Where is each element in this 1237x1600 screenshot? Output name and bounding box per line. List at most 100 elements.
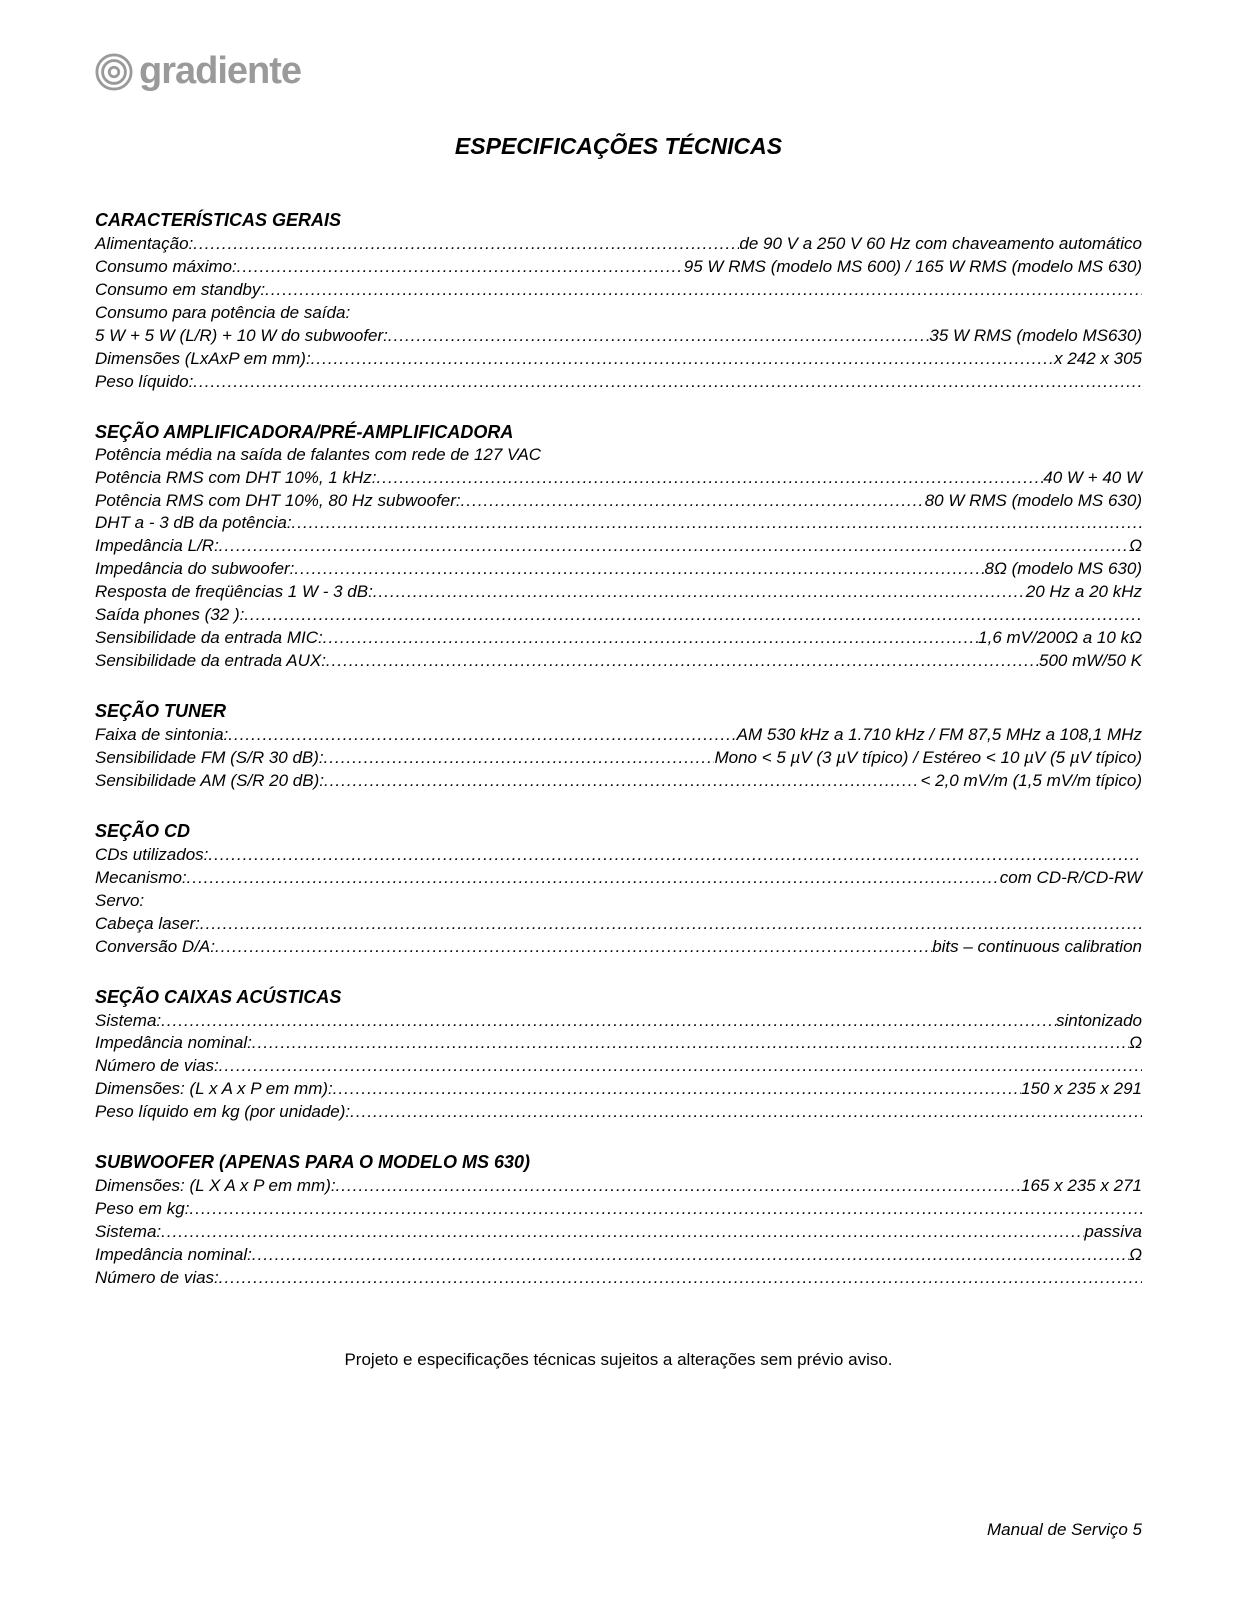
spec-leader-dots (208, 844, 1142, 867)
spec-leader-dots (219, 1055, 1142, 1078)
spec-row: Dimensões: (L x A x P em mm): 150 x 235 … (95, 1078, 1142, 1101)
spec-value: x 242 x 305 (1054, 348, 1142, 371)
spec-value: 8Ω (modelo MS 630) (985, 558, 1143, 581)
spec-label: Faixa de sintonia: (95, 724, 228, 747)
spec-label: Alimentação: (95, 233, 193, 256)
spec-row: Impedância nominal: Ω (95, 1032, 1142, 1055)
gradiente-logo-icon (95, 53, 133, 91)
spec-value: com CD-R/CD-RW (1000, 867, 1142, 890)
spec-row: Consumo para potência de saída: (95, 302, 1142, 325)
spec-label: Dimensões (LxAxP em mm): (95, 348, 311, 371)
spec-label: DHT a - 3 dB da potência: (95, 512, 292, 535)
spec-leader-dots (373, 581, 1026, 604)
spec-label: Consumo para potência de saída: (95, 302, 350, 325)
section-heading: SUBWOOFER (APENAS PARA O MODELO MS 630) (95, 1152, 1142, 1173)
spec-label: Sensibilidade FM (S/R 30 dB): (95, 747, 324, 770)
spec-leader-dots (324, 770, 920, 793)
spec-row: Resposta de freqüências 1 W - 3 dB:20 Hz… (95, 581, 1142, 604)
spec-value: de 90 V a 250 V 60 Hz com chaveamento au… (739, 233, 1142, 256)
spec-row: Potência RMS com DHT 10%, 1 kHz: 40 W + … (95, 467, 1142, 490)
spec-row: Sensibilidade da entrada AUX: 500 mW/50 … (95, 650, 1142, 673)
spec-leader-dots (461, 490, 925, 513)
spec-value: 35 W RMS (modelo MS630) (929, 325, 1142, 348)
spec-leader-dots (292, 512, 1142, 535)
spec-leader-dots (388, 325, 930, 348)
spec-row: Sensibilidade AM (S/R 20 dB): < 2,0 mV/m… (95, 770, 1142, 793)
section-heading: SEÇÃO CAIXAS ACÚSTICAS (95, 987, 1142, 1008)
spec-row: Mecanismo: com CD-R/CD-RW (95, 867, 1142, 890)
spec-label: 5 W + 5 W (L/R) + 10 W do subwoofer: (95, 325, 388, 348)
spec-value: Ω (1129, 535, 1142, 558)
spec-row: Peso em kg: (95, 1198, 1142, 1221)
spec-row: Cabeça laser: (95, 913, 1142, 936)
spec-value: passiva (1084, 1221, 1142, 1244)
spec-row: Número de vias: (95, 1267, 1142, 1290)
spec-leader-dots (193, 233, 739, 256)
spec-label: Resposta de freqüências 1 W - 3 dB: (95, 581, 373, 604)
spec-row: Servo: (95, 890, 1142, 913)
spec-row: Consumo máximo:95 W RMS (modelo MS 600) … (95, 256, 1142, 279)
spec-label: Impedância do subwoofer: (95, 558, 294, 581)
spec-leader-dots (161, 1010, 1056, 1033)
spec-label: Sensibilidade da entrada AUX: (95, 650, 326, 673)
spec-leader-dots (219, 535, 1129, 558)
spec-row: Impedância nominal: Ω (95, 1244, 1142, 1267)
spec-leader-dots (190, 1198, 1143, 1221)
spec-row: Saída phones (32 ): (95, 604, 1142, 627)
spec-label: Dimensões: (L X A x P em mm): (95, 1175, 336, 1198)
spec-row: Potência RMS com DHT 10%, 80 Hz subwoofe… (95, 490, 1142, 513)
spec-row: Impedância do subwoofer: 8Ω (modelo MS 63… (95, 558, 1142, 581)
spec-row: Faixa de sintonia: AM 530 kHz a 1.710 kH… (95, 724, 1142, 747)
spec-row: Número de vias: (95, 1055, 1142, 1078)
spec-leader-dots (326, 650, 1039, 673)
spec-row: Sistema: passiva (95, 1221, 1142, 1244)
section-subheading: Potência média na saída de falantes com … (95, 445, 1142, 465)
spec-section: CARACTERÍSTICAS GERAISAlimentação: de 90 … (95, 210, 1142, 394)
section-heading: SEÇÃO TUNER (95, 701, 1142, 722)
spec-label: Impedância L/R: (95, 535, 219, 558)
spec-value: 80 W RMS (modelo MS 630) (925, 490, 1142, 513)
spec-label: Peso líquido em kg (por unidade): (95, 1101, 350, 1124)
section-heading: CARACTERÍSTICAS GERAIS (95, 210, 1142, 231)
spec-row: Dimensões (LxAxP em mm): x 242 x 305 (95, 348, 1142, 371)
page-title: ESPECIFICAÇÕES TÉCNICAS (95, 133, 1142, 160)
spec-leader-dots (350, 1101, 1142, 1124)
spec-leader-dots (252, 1032, 1129, 1055)
spec-row: DHT a - 3 dB da potência: (95, 512, 1142, 535)
spec-label: Mecanismo: (95, 867, 187, 890)
spec-value: AM 530 kHz a 1.710 kHz / FM 87,5 MHz a 1… (737, 724, 1142, 747)
spec-value: 150 x 235 x 291 (1021, 1078, 1142, 1101)
spec-label: Conversão D/A: (95, 936, 215, 959)
spec-label: Sensibilidade da entrada MIC: (95, 627, 323, 650)
spec-value: bits – continuous calibration (932, 936, 1142, 959)
spec-row: Conversão D/A: bits – continuous calibra… (95, 936, 1142, 959)
spec-label: Consumo em standby: (95, 279, 265, 302)
spec-row: Peso líquido: (95, 371, 1142, 394)
brand-name: gradiente (139, 50, 301, 93)
page-footer: Manual de Serviço 5 (987, 1520, 1142, 1540)
spec-label: Sistema: (95, 1221, 161, 1244)
spec-label: Potência RMS com DHT 10%, 80 Hz subwoofe… (95, 490, 461, 513)
spec-label: Impedância nominal: (95, 1032, 252, 1055)
spec-value: 40 W + 40 W (1043, 467, 1142, 490)
spec-section: SUBWOOFER (APENAS PARA O MODELO MS 630)D… (95, 1152, 1142, 1290)
spec-label: Sistema: (95, 1010, 161, 1033)
spec-label: Sensibilidade AM (S/R 20 dB): (95, 770, 324, 793)
spec-row: CDs utilizados: (95, 844, 1142, 867)
spec-leader-dots (311, 348, 1054, 371)
spec-label: Saída phones (32 ): (95, 604, 244, 627)
spec-leader-dots (200, 913, 1142, 936)
spec-value: 95 W RMS (modelo MS 600) / 165 W RMS (mo… (684, 256, 1142, 279)
spec-leader-dots (324, 747, 715, 770)
spec-leader-dots (187, 867, 1000, 890)
spec-value: 1,6 mV/200Ω a 10 kΩ (978, 627, 1142, 650)
spec-value: < 2,0 mV/m (1,5 mV/m típico) (920, 770, 1142, 793)
spec-row: Sensibilidade FM (S/R 30 dB):Mono < 5 µV… (95, 747, 1142, 770)
section-heading: SEÇÃO CD (95, 821, 1142, 842)
spec-leader-dots (265, 279, 1142, 302)
spec-leader-dots (215, 936, 932, 959)
spec-row: Alimentação: de 90 V a 250 V 60 Hz com ch… (95, 233, 1142, 256)
spec-section: SEÇÃO CAIXAS ACÚSTICASSistema: sintoniza… (95, 987, 1142, 1125)
spec-label: Dimensões: (L x A x P em mm): (95, 1078, 333, 1101)
spec-leader-dots (333, 1078, 1021, 1101)
